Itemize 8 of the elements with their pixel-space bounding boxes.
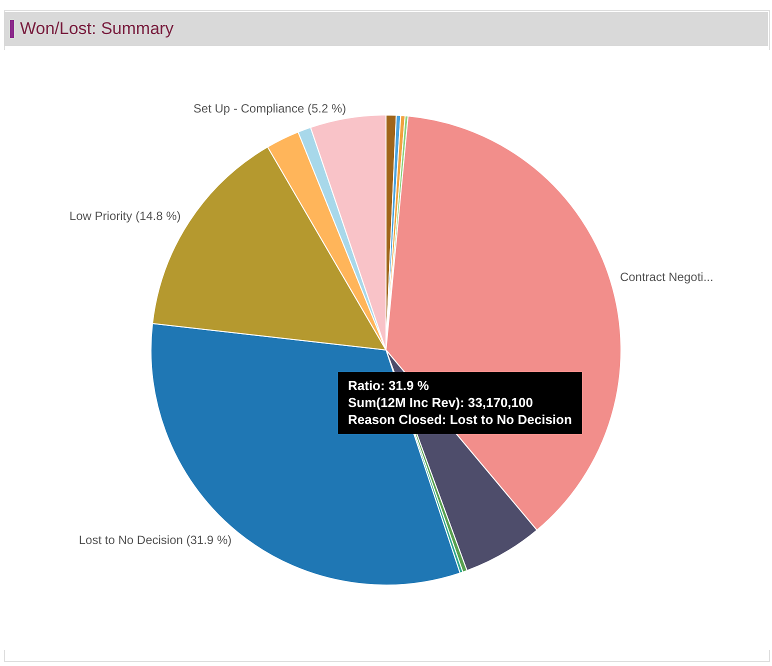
slice-label: Set Up - Compliance (5.2 %) bbox=[193, 101, 346, 116]
slice-label: Contract Negoti... bbox=[620, 270, 714, 284]
chart-title: Won/Lost: Summary bbox=[20, 19, 174, 39]
text: Reason Closed: Lost to No Decision bbox=[348, 411, 572, 428]
slice-label: Low Priority (14.8 %) bbox=[69, 209, 181, 224]
text: Ratio: 31.9 % bbox=[348, 377, 430, 394]
text: Sum(12M Inc Rev): 33,170,100 bbox=[348, 394, 534, 411]
slice-label: Lost to No Decision (31.9 %) bbox=[78, 533, 232, 548]
